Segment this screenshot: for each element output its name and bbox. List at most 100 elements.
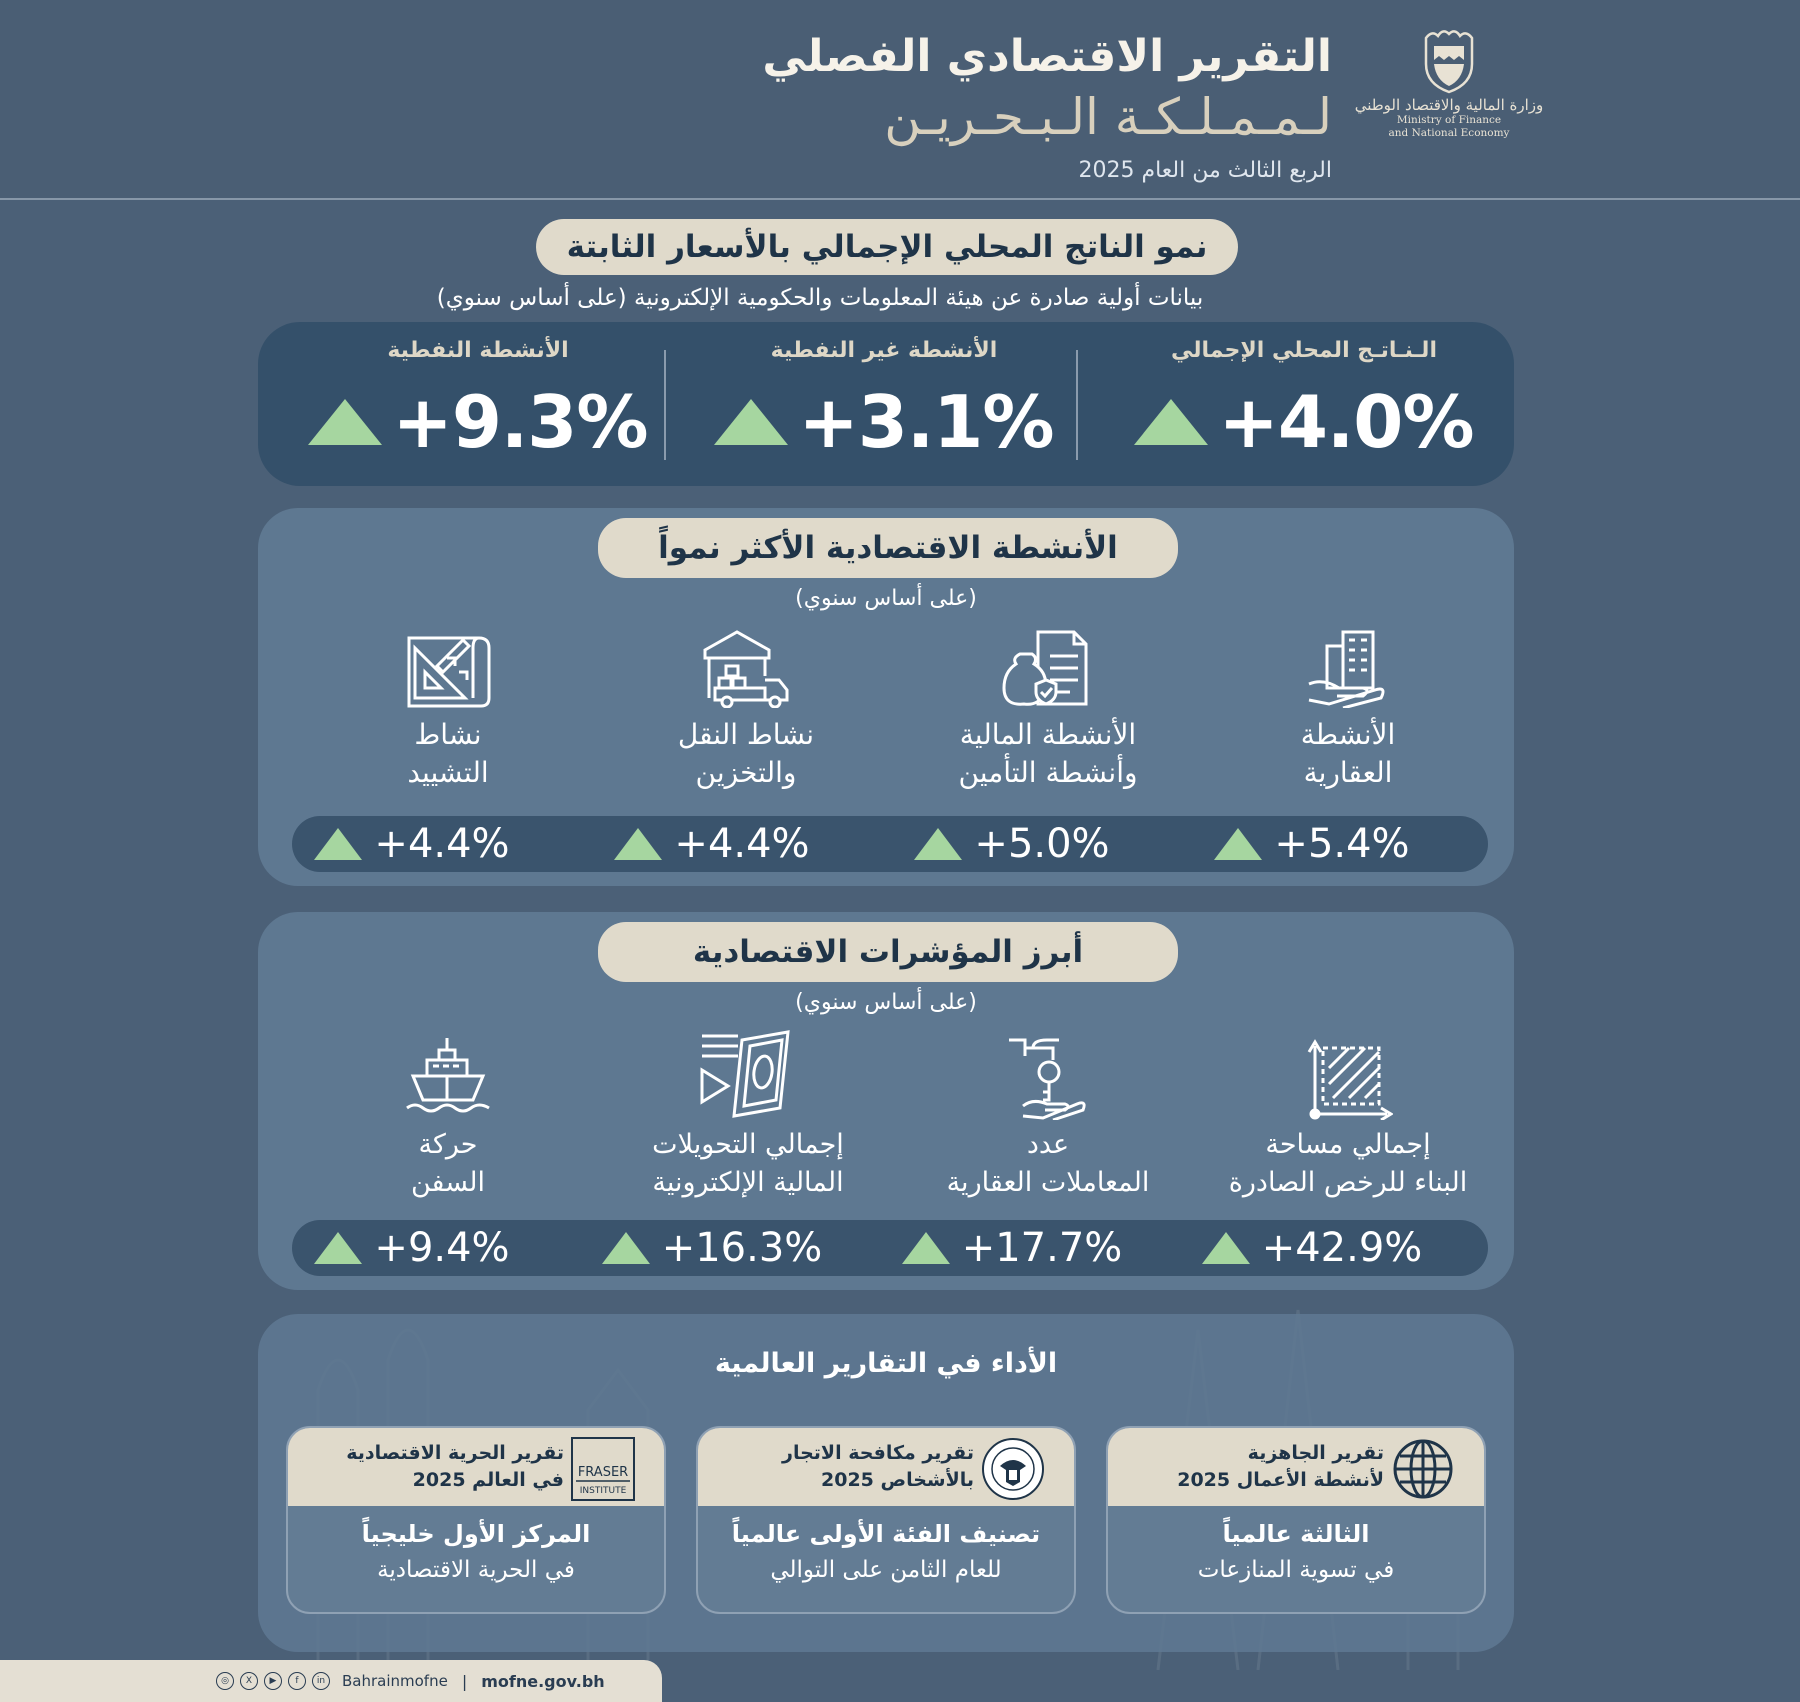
ministry-name-en-1: Ministry of Finance bbox=[1396, 114, 1502, 126]
construction-icon bbox=[407, 636, 491, 708]
building-area-icon bbox=[1307, 1039, 1393, 1120]
gdp-section-title: نمو الناتج المحلي الإجمالي بالأسعار الثا… bbox=[536, 219, 1238, 275]
gdp-total: الـنـاتـج المحلي الإجمالي +4.0% bbox=[1104, 322, 1504, 486]
indicator-item-line2: المعاملات العقارية bbox=[946, 1167, 1150, 1198]
divider bbox=[1076, 350, 1078, 460]
gdp-non-oil-label: الأنشطة غير النفطية bbox=[770, 338, 998, 363]
card-highlight: الثالثة عالمياً bbox=[1222, 1520, 1370, 1548]
growth-panel: الأنشطة الاقتصادية الأكثر نمواً (على أسا… bbox=[258, 508, 1514, 886]
indicator-item-building-area: إجمالي مساحة البناء للرخص الصادرة bbox=[1198, 1036, 1498, 1202]
website-link[interactable]: mofne.gov.bh bbox=[481, 1671, 605, 1691]
gdp-non-oil: الأنشطة غير النفطية +3.1% bbox=[684, 322, 1084, 486]
up-arrow-icon bbox=[1134, 399, 1209, 445]
indicator-value: +16.3% bbox=[661, 1225, 823, 1271]
property-key-icon bbox=[1009, 1038, 1086, 1120]
us-state-department-seal-icon bbox=[982, 1438, 1044, 1500]
indicators-values-bar: +42.9% +17.7% +16.3% +9.4% bbox=[292, 1220, 1488, 1276]
up-arrow-icon bbox=[1201, 1232, 1250, 1264]
gdp-non-oil-value: +3.1% bbox=[798, 380, 1054, 464]
card-detail: في الحرية الاقتصادية bbox=[377, 1557, 575, 1583]
youtube-icon[interactable]: ▶ bbox=[264, 1672, 282, 1690]
gdp-total-label: الـنـاتـج المحلي الإجمالي bbox=[1171, 338, 1437, 363]
gdp-oil: الأنشطة النفطية +9.3% bbox=[278, 322, 678, 486]
growth-value: +4.4% bbox=[374, 821, 510, 867]
card-top-line1: تقرير مكافحة الاتجار bbox=[782, 1442, 974, 1464]
header: التقرير الاقتصادي الفصلي لـمـمـلـكـة الـ… bbox=[0, 0, 1800, 200]
growth-item-line2: التشييد bbox=[407, 756, 489, 789]
linkedin-icon[interactable]: in bbox=[312, 1672, 330, 1690]
up-arrow-icon bbox=[601, 1232, 650, 1264]
social-handle[interactable]: Bahrainmofne bbox=[342, 1672, 448, 1690]
card-detail: للعام الثامن على التوالي bbox=[770, 1557, 1002, 1583]
indicator-item-line2: السفن bbox=[410, 1167, 486, 1198]
indicator-item-ships: حركة السفن bbox=[298, 1036, 598, 1202]
growth-item-line1: الأنشطة bbox=[1300, 718, 1396, 751]
indicator-item-line2: البناء للرخص الصادرة bbox=[1228, 1167, 1468, 1198]
growth-panel-subtitle: (على أساس سنوي) bbox=[795, 586, 977, 611]
gdp-total-value: +4.0% bbox=[1218, 380, 1474, 464]
growth-item-transport: نشاط النقل والتخزين bbox=[596, 628, 896, 792]
growth-value: +4.4% bbox=[674, 821, 810, 867]
growth-item-line2: وأنشطة التأمين bbox=[958, 756, 1138, 789]
up-arrow-icon bbox=[901, 1232, 950, 1264]
growth-values-bar: +5.4% +5.0% +4.4% +4.4% bbox=[292, 816, 1488, 872]
card-highlight: المركز الأول خليجياً bbox=[361, 1520, 591, 1548]
indicator-item-line2: المالية الإلكترونية bbox=[652, 1167, 844, 1198]
up-arrow-icon bbox=[314, 1232, 363, 1264]
ministry-name-en-2: and National Economy bbox=[1388, 127, 1510, 139]
growth-item-finance: الأنشطة المالية وأنشطة التأمين bbox=[898, 628, 1198, 792]
fraser-logo-text-1: FRASER bbox=[578, 1465, 628, 1480]
card-top-line1: تقرير الحرية الاقتصادية bbox=[346, 1442, 564, 1464]
real-estate-icon bbox=[1308, 630, 1385, 708]
finance-insurance-icon bbox=[1002, 630, 1088, 706]
ministry-logo: وزارة المالية والاقتصاد الوطني Ministry … bbox=[1354, 28, 1544, 158]
card-detail: في تسوية المنازعات bbox=[1197, 1557, 1395, 1583]
up-arrow-icon bbox=[314, 828, 363, 860]
instagram-icon[interactable]: ◎ bbox=[216, 1672, 234, 1690]
report-period: الربع الثالث من العام 2025 bbox=[1078, 158, 1332, 183]
report-title: التقرير الاقتصادي الفصلي bbox=[762, 31, 1332, 82]
gdp-oil-value: +9.3% bbox=[392, 380, 648, 464]
growth-item-line1: الأنشطة المالية bbox=[959, 718, 1137, 751]
gdp-card: الـنـاتـج المحلي الإجمالي +4.0% الأنشطة … bbox=[258, 322, 1514, 486]
indicator-value: +17.7% bbox=[961, 1225, 1123, 1271]
footer-separator: | bbox=[461, 1671, 468, 1691]
indicator-value: +9.4% bbox=[374, 1225, 510, 1271]
indicator-item-line1: إجمالي مساحة bbox=[1265, 1129, 1431, 1160]
footer: ◎ X ▶ f in Bahrainmofne | mofne.gov.bh bbox=[0, 1660, 662, 1702]
report-card-trafficking: تقرير مكافحة الاتجار بالأشخاص 2025 تصنيف … bbox=[696, 1426, 1076, 1614]
up-arrow-icon bbox=[614, 828, 663, 860]
bahrain-emblem-icon bbox=[1424, 30, 1474, 94]
report-card-business-ready: تقرير الجاهزية لأنشطة الأعمال 2025 الثالث… bbox=[1106, 1426, 1486, 1614]
card-top-line1: تقرير الجاهزية bbox=[1247, 1442, 1384, 1464]
e-transfer-icon bbox=[700, 1030, 790, 1118]
gdp-oil-label: الأنشطة النفطية bbox=[387, 338, 569, 363]
card-highlight: تصنيف الفئة الأولى عالمياً bbox=[731, 1520, 1041, 1548]
fraser-logo-text-2: INSTITUTE bbox=[580, 1486, 627, 1496]
indicator-item-line1: حركة bbox=[418, 1129, 478, 1160]
up-arrow-icon bbox=[308, 399, 383, 445]
growth-item-line2: والتخزين bbox=[695, 756, 797, 789]
growth-item-line2: العقارية bbox=[1303, 756, 1393, 789]
growth-item-line1: نشاط bbox=[414, 718, 482, 751]
indicator-value: +42.9% bbox=[1261, 1225, 1423, 1271]
indicator-item-line1: إجمالي التحويلات bbox=[652, 1129, 844, 1160]
card-top-line2: لأنشطة الأعمال 2025 bbox=[1177, 1469, 1384, 1491]
up-arrow-icon bbox=[1214, 828, 1263, 860]
up-arrow-icon bbox=[714, 399, 789, 445]
growth-item-line1: نشاط النقل bbox=[677, 718, 815, 751]
x-icon[interactable]: X bbox=[240, 1672, 258, 1690]
indicator-item-real-estate-transactions: عدد المعاملات العقارية bbox=[898, 1036, 1198, 1202]
ship-icon bbox=[406, 1038, 490, 1113]
report-card-economic-freedom: تقرير الحرية الاقتصادية في العالم 2025 FR… bbox=[286, 1426, 666, 1614]
growth-value: +5.0% bbox=[974, 821, 1110, 867]
global-reports-panel: الأداء في التقارير العالمية تقرير الجاهز… bbox=[258, 1314, 1514, 1652]
report-country: لـمـمـلـكـة الـبـحـريـن bbox=[884, 88, 1332, 146]
global-reports-title: الأداء في التقارير العالمية bbox=[714, 1348, 1058, 1379]
indicator-item-e-transfers: إجمالي التحويلات المالية الإلكترونية bbox=[598, 1030, 898, 1202]
up-arrow-icon bbox=[914, 828, 963, 860]
facebook-icon[interactable]: f bbox=[288, 1672, 306, 1690]
globe-icon bbox=[1393, 1439, 1453, 1499]
fraser-institute-logo: FRASER INSTITUTE bbox=[571, 1437, 635, 1501]
indicator-item-line1: عدد bbox=[1026, 1129, 1070, 1160]
